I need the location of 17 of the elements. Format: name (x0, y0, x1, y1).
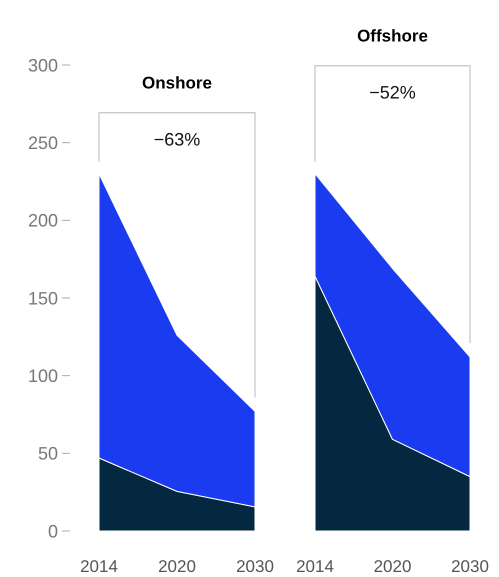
y-tick-label: 250 (28, 132, 58, 153)
y-tick-label: 150 (28, 288, 58, 308)
y-tick-label: 200 (28, 210, 58, 231)
y-tick-label: 0 (48, 521, 58, 542)
x-tick-label: 2020 (158, 557, 196, 576)
x-tick-label: 2030 (236, 557, 274, 576)
text: Onshore (142, 74, 212, 93)
x-tick-label: 2014 (80, 557, 118, 576)
y-tick-label: 100 (28, 366, 58, 386)
y-tick-label: 50 (38, 444, 58, 464)
chart-title: Offshore (357, 26, 428, 46)
annotation: −52% (369, 82, 416, 103)
x-tick-label: 2014 (296, 557, 334, 576)
annotation: −63% (154, 130, 200, 150)
x-tick-label: 2020 (374, 557, 412, 576)
y-tick-label: 300 (28, 55, 58, 76)
x-tick-label: 2030 (451, 557, 489, 576)
